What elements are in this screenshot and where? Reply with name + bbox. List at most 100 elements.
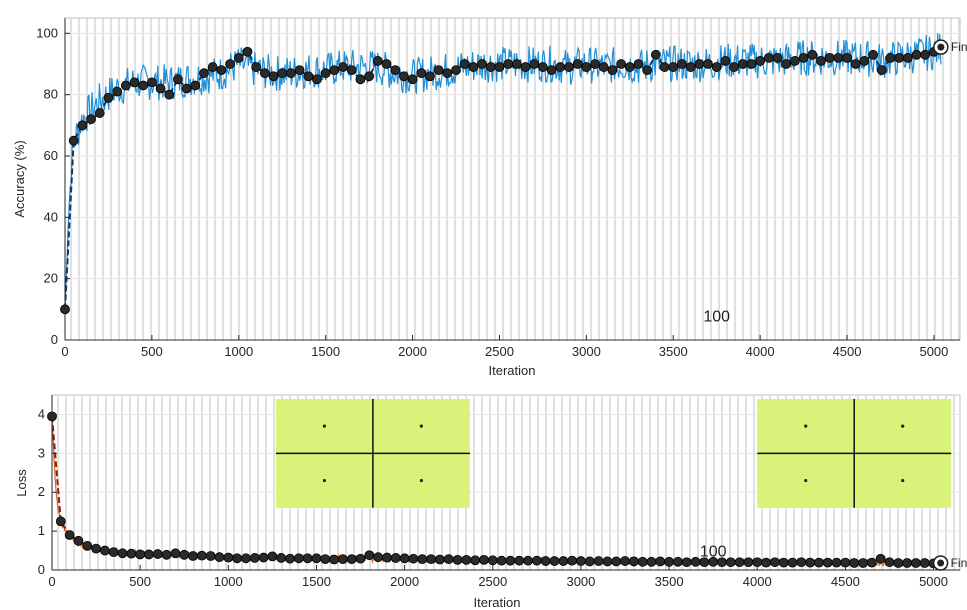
y-tick-label: 40 [44, 209, 58, 224]
validation-point [381, 59, 392, 69]
validation-point [833, 52, 844, 63]
validation-point [382, 552, 392, 563]
validation-point [884, 557, 895, 568]
validation-point [293, 553, 304, 564]
validation-point [470, 555, 481, 566]
validation-point [55, 516, 66, 527]
validation-point [303, 71, 314, 82]
validation-point [690, 556, 701, 567]
x-tick-label: 1500 [302, 574, 331, 589]
validation-point [214, 552, 225, 563]
validation-point [646, 556, 657, 567]
validation-point [546, 65, 557, 76]
loss-validation-markers [47, 411, 946, 569]
validation-point [126, 548, 137, 559]
validation-point [64, 530, 75, 540]
validation-point [664, 556, 674, 567]
x-tick-label: 2000 [398, 344, 427, 359]
inset-dot [322, 478, 326, 483]
x-tick-label: 4000 [743, 574, 772, 589]
validation-point [103, 92, 114, 103]
validation-point [94, 108, 105, 118]
validation-point [152, 549, 163, 559]
validation-point [346, 65, 357, 76]
y-tick-label: 60 [44, 148, 58, 163]
validation-point [893, 558, 904, 568]
validation-point [850, 59, 861, 69]
validation-point [805, 557, 816, 568]
validation-point [338, 554, 348, 565]
validation-point [549, 556, 560, 566]
inset-dot [901, 478, 905, 483]
validation-point [555, 62, 566, 72]
inset-dot [901, 424, 905, 428]
validation-point [677, 59, 687, 69]
inset-dot [419, 424, 423, 428]
validation-point [564, 62, 574, 72]
validation-point [642, 65, 653, 76]
x-tick-label: 4500 [833, 344, 862, 359]
validation-point [320, 554, 331, 565]
validation-point [223, 552, 234, 563]
y-tick-label: 2 [38, 484, 45, 499]
validation-point [249, 553, 260, 563]
validation-point [796, 557, 807, 568]
validation-point [540, 556, 551, 566]
validation-point [285, 553, 295, 564]
accuracy-axes [64, 18, 960, 341]
validation-point [407, 74, 418, 85]
validation-point [390, 553, 401, 563]
validation-point [866, 557, 877, 568]
validation-point [434, 554, 445, 565]
validation-point [620, 556, 630, 566]
validation-point [743, 557, 754, 568]
validation-point [637, 556, 648, 567]
validation-point [364, 71, 375, 82]
x-tick-label: 2500 [478, 574, 507, 589]
final-point-dot [937, 559, 945, 567]
x-tick-label: 5000 [919, 344, 948, 359]
x-tick-label: 5000 [919, 574, 948, 589]
validation-point [681, 557, 692, 568]
validation-point [673, 556, 683, 567]
y-tick-label: 0 [38, 562, 45, 577]
validation-point [778, 557, 789, 568]
validation-point [842, 52, 852, 63]
validation-point [77, 120, 88, 131]
validation-point [468, 62, 479, 72]
validation-point [523, 555, 533, 566]
accuracy-y-axis-label: Accuracy (%) [12, 140, 27, 217]
validation-point [720, 56, 731, 66]
validation-point [859, 56, 870, 66]
validation-point [443, 554, 454, 565]
accuracy-final-marker [933, 39, 949, 55]
validation-point [442, 68, 453, 79]
validation-point [858, 558, 868, 568]
validation-point [199, 68, 209, 79]
validation-point [831, 557, 842, 568]
validation-point [417, 554, 428, 565]
validation-point [875, 553, 886, 564]
x-tick-label: 3500 [655, 574, 684, 589]
validation-point [355, 74, 366, 85]
accuracy-x-ticks: 0 500 1000 1500 2000 2500 3000 3500 4000 4500 5000 [61, 335, 948, 359]
validation-point [398, 71, 409, 82]
validation-point [120, 80, 131, 91]
validation-point [668, 62, 679, 72]
validation-point [616, 59, 627, 69]
validation-point [814, 557, 824, 568]
validation-point [487, 555, 498, 566]
loss-axes [51, 395, 960, 571]
y-tick-label: 20 [44, 271, 58, 286]
validation-point [452, 554, 463, 565]
validation-point [607, 65, 618, 76]
x-tick-label: 4000 [746, 344, 775, 359]
validation-point [685, 62, 696, 72]
validation-point [737, 59, 748, 69]
validation-point [781, 59, 792, 69]
validation-point [91, 543, 101, 554]
validation-point [232, 553, 243, 564]
validation-point [633, 59, 644, 69]
validation-point [425, 71, 435, 82]
